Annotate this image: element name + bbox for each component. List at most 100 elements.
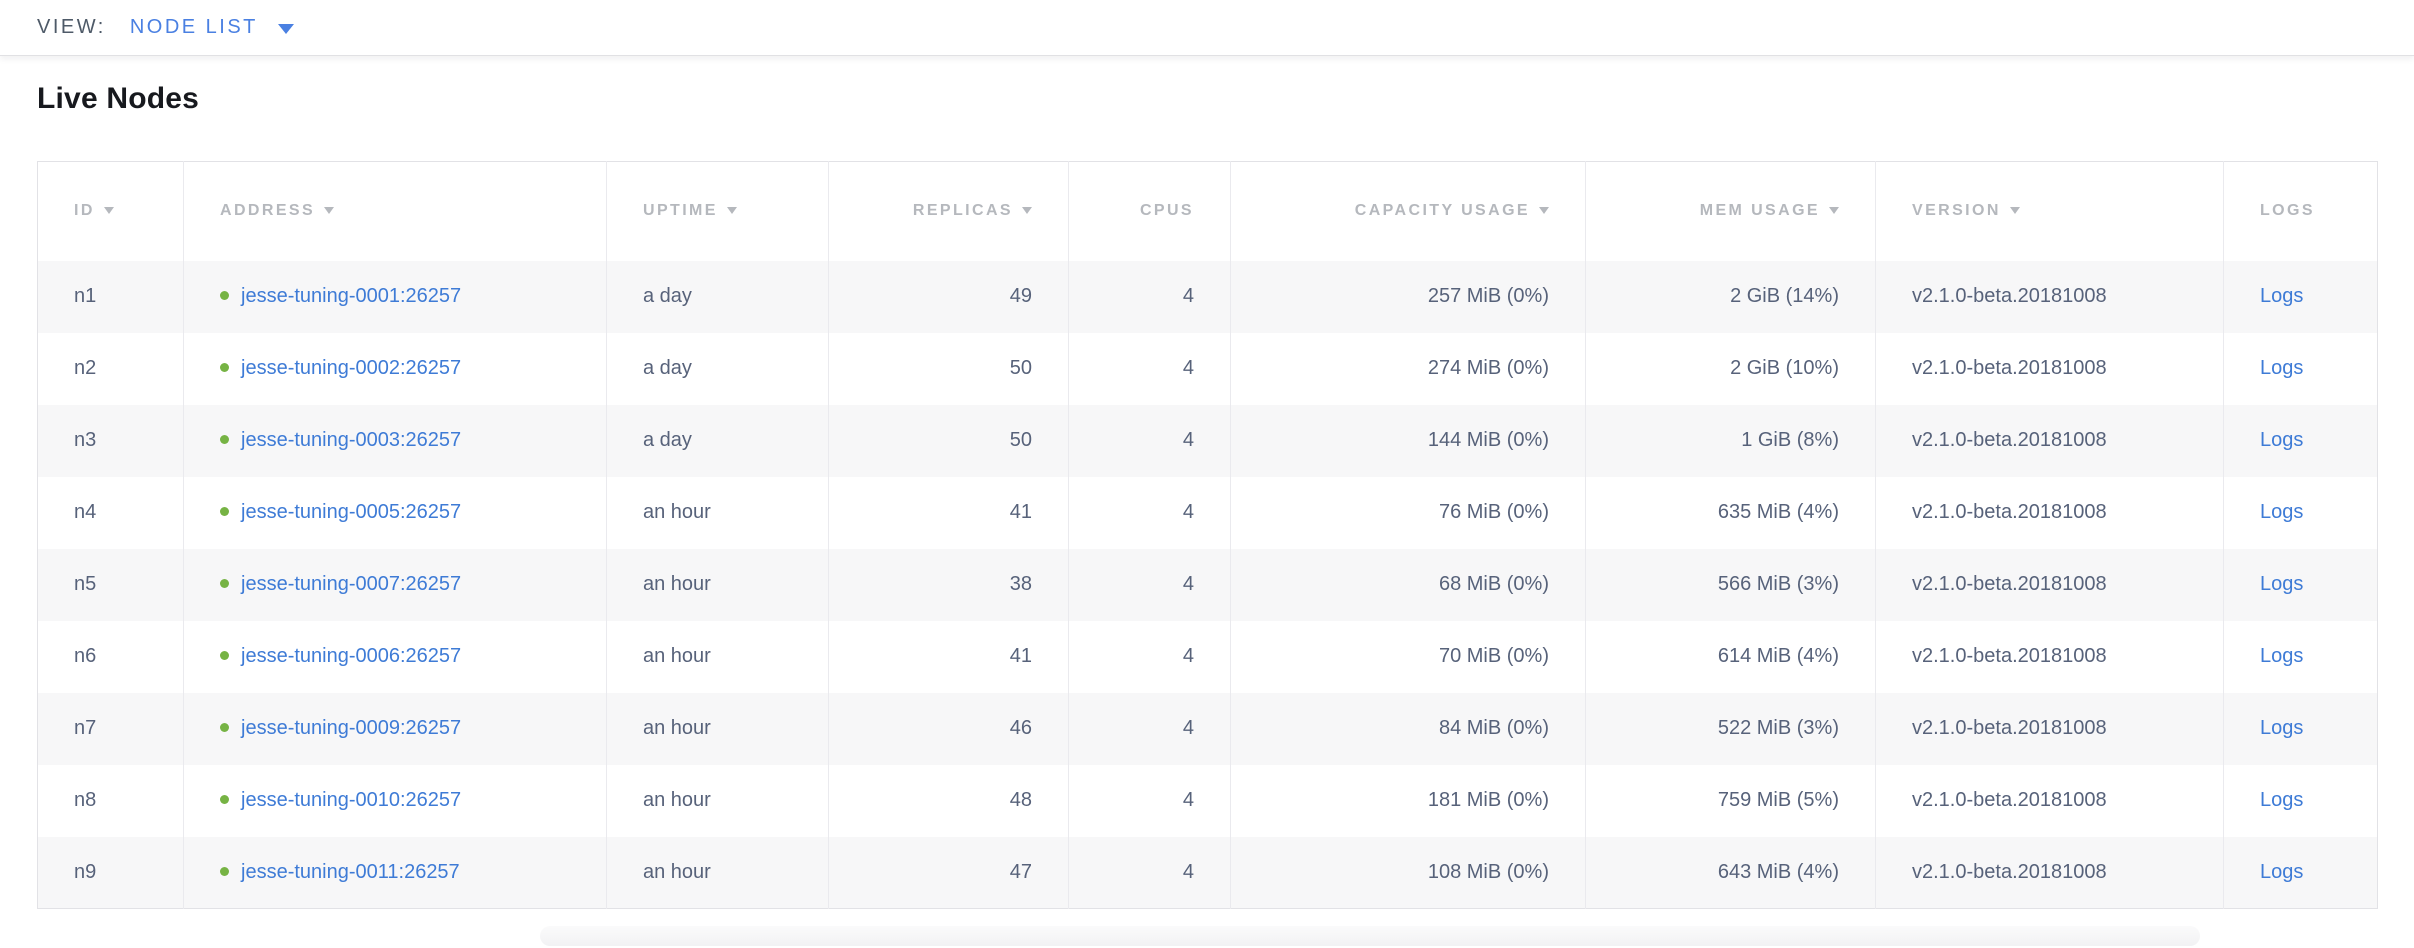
cell-id: n9 xyxy=(74,860,97,883)
cell-uptime: an hour xyxy=(606,620,829,693)
cell-uptime: an hour xyxy=(606,836,829,909)
cell-replicas: 46 xyxy=(828,692,1069,765)
cell-id: n8 xyxy=(74,789,97,811)
column-header-label: UPTIME xyxy=(643,202,718,220)
cell-logs: Logs xyxy=(2223,332,2378,405)
cell-logs: Logs xyxy=(2223,692,2378,765)
cell-uptime: an hour xyxy=(606,764,829,837)
cell-logs: Logs xyxy=(2223,764,2378,837)
table-row: n9 jesse-tuning-0011:26257 an hour 47 4 108 M… xyxy=(37,836,2378,909)
column-header-replicas[interactable]: REPLICAS xyxy=(828,161,1069,261)
node-address-link[interactable]: jesse-tuning-0011:26257 xyxy=(241,860,460,883)
cell-version: v2.1.0-beta.20181008 xyxy=(1875,404,2224,477)
column-header-logs: LOGS xyxy=(2223,161,2378,261)
cell-id: n1 xyxy=(74,285,97,307)
sort-caret-icon xyxy=(1022,207,1032,215)
cell-id: n5 xyxy=(74,573,97,595)
cell-uptime: a day xyxy=(606,332,829,405)
cell-mem: 635 MiB (4%) xyxy=(1585,476,1876,549)
column-header-mem[interactable]: MEM USAGE xyxy=(1585,161,1876,261)
cell-version: v2.1.0-beta.20181008 xyxy=(1875,548,2224,621)
view-bar: VIEW: NODE LIST xyxy=(0,0,2414,56)
cell-mem: 1 GiB (8%) xyxy=(1585,404,1876,477)
page-title: Live Nodes xyxy=(37,82,200,115)
cell-uptime: an hour xyxy=(606,692,829,765)
column-header-label: ADDRESS xyxy=(220,202,316,220)
node-address-link[interactable]: jesse-tuning-0003:26257 xyxy=(241,429,462,451)
column-header-id[interactable]: ID xyxy=(38,162,184,261)
node-address-link[interactable]: jesse-tuning-0001:26257 xyxy=(241,285,462,307)
cell-replicas: 47 xyxy=(828,836,1069,909)
table-row: n8 jesse-tuning-0010:26257 an hour 48 4 181 M… xyxy=(38,764,2378,837)
table-row: n7 jesse-tuning-0009:26257 an hour 46 4 84 Mi… xyxy=(37,692,2378,765)
node-health-icon xyxy=(220,795,229,804)
cell-version: v2.1.0-beta.20181008 xyxy=(1875,332,2224,405)
node-address-link[interactable]: jesse-tuning-0009:26257 xyxy=(241,717,462,739)
table-row: n4 jesse-tuning-0005:26257 an hour 41 4 76 Mi… xyxy=(38,476,2378,549)
logs-link[interactable]: Logs xyxy=(2260,357,2304,379)
column-header-label: CPUS xyxy=(1139,202,1194,220)
sort-caret-icon xyxy=(103,207,114,215)
view-selector[interactable]: NODE LIST xyxy=(130,16,294,39)
cell-cpus: 4 xyxy=(1068,620,1231,693)
sort-caret-icon xyxy=(2009,207,2020,215)
node-health-icon xyxy=(220,651,229,660)
node-address-link[interactable]: jesse-tuning-0002:26257 xyxy=(241,357,462,379)
column-header-version[interactable]: VERSION xyxy=(1875,161,2224,261)
logs-link[interactable]: Logs xyxy=(2260,429,2304,451)
cell-address: jesse-tuning-0011:26257 xyxy=(183,836,607,909)
cell-replicas: 49 xyxy=(828,260,1069,333)
cell-version: v2.1.0-beta.20181008 xyxy=(1875,836,2224,909)
cell-address: jesse-tuning-0009:26257 xyxy=(183,692,607,765)
cell-address: jesse-tuning-0010:26257 xyxy=(183,764,607,837)
logs-link[interactable]: Logs xyxy=(2260,860,2304,883)
logs-link[interactable]: Logs xyxy=(2260,285,2304,307)
cell-version: v2.1.0-beta.20181008 xyxy=(1875,692,2224,765)
cell-uptime: an hour xyxy=(606,548,829,621)
logs-link[interactable]: Logs xyxy=(2260,501,2304,523)
node-health-icon xyxy=(220,435,229,444)
column-header-capacity[interactable]: CAPACITY USAGE xyxy=(1230,161,1586,261)
cell-address: jesse-tuning-0002:26257 xyxy=(183,332,607,405)
cell-logs: Logs xyxy=(2223,260,2378,333)
cell-cpus: 4 xyxy=(1068,692,1231,765)
node-health-icon xyxy=(220,866,229,876)
scroll-shadow xyxy=(540,926,2200,946)
cell-mem: 614 MiB (4%) xyxy=(1585,620,1876,693)
cell-replicas: 48 xyxy=(828,764,1069,837)
cell-address: jesse-tuning-0003:26257 xyxy=(183,404,607,477)
cell-mem: 2 GiB (10%) xyxy=(1585,332,1876,405)
column-header-address[interactable]: ADDRESS xyxy=(183,161,607,261)
column-header-label: CAPACITY USAGE xyxy=(1354,202,1530,220)
cell-mem: 522 MiB (3%) xyxy=(1585,692,1876,765)
cell-capacity: 144 MiB (0%) xyxy=(1230,404,1586,477)
table-header-row: ID ADDRESS UPTIME REPLICAS CPUS CAPACITY USAG… xyxy=(38,161,2378,261)
cell-capacity: 181 MiB (0%) xyxy=(1230,764,1586,837)
cell-uptime: a day xyxy=(606,260,829,333)
node-health-icon xyxy=(220,723,229,732)
node-address-link[interactable]: jesse-tuning-0006:26257 xyxy=(241,645,462,667)
cell-version: v2.1.0-beta.20181008 xyxy=(1875,476,2224,549)
cell-capacity: 257 MiB (0%) xyxy=(1230,260,1586,333)
logs-link[interactable]: Logs xyxy=(2260,573,2304,595)
cell-capacity: 76 MiB (0%) xyxy=(1230,476,1586,549)
column-header-uptime[interactable]: UPTIME xyxy=(606,161,829,261)
view-selected-label: NODE LIST xyxy=(129,16,258,38)
cell-logs: Logs xyxy=(2223,476,2378,549)
cell-address: jesse-tuning-0007:26257 xyxy=(183,548,607,621)
logs-link[interactable]: Logs xyxy=(2260,717,2304,739)
table-row: n2 jesse-tuning-0002:26257 a day 50 4 274 MiB… xyxy=(38,332,2378,405)
logs-link[interactable]: Logs xyxy=(2260,789,2304,811)
node-address-link[interactable]: jesse-tuning-0007:26257 xyxy=(241,573,462,595)
cell-id: n4 xyxy=(74,501,97,523)
node-address-link[interactable]: jesse-tuning-0005:26257 xyxy=(241,501,462,523)
column-header-cpus: CPUS xyxy=(1068,161,1231,261)
logs-link[interactable]: Logs xyxy=(2260,645,2304,667)
cell-cpus: 4 xyxy=(1068,404,1231,477)
node-address-link[interactable]: jesse-tuning-0010:26257 xyxy=(241,789,462,811)
cell-mem: 566 MiB (3%) xyxy=(1585,548,1876,621)
cell-capacity: 274 MiB (0%) xyxy=(1230,332,1586,405)
cell-replicas: 41 xyxy=(828,620,1069,693)
sort-caret-icon xyxy=(1829,207,1839,215)
cell-replicas: 50 xyxy=(828,404,1069,477)
